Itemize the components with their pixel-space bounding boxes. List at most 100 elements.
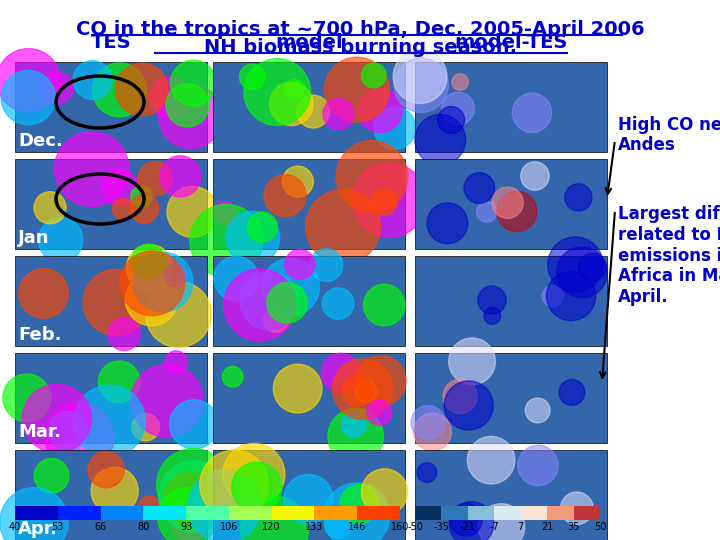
Circle shape [467,436,515,484]
Circle shape [342,376,372,407]
Circle shape [372,189,397,215]
Circle shape [88,451,124,488]
Circle shape [165,351,187,373]
Circle shape [546,272,595,321]
Bar [229,506,271,520]
Circle shape [444,381,493,430]
Circle shape [199,450,269,519]
Circle shape [557,247,608,298]
Bar [213,256,405,346]
Bar [357,506,400,520]
Bar [213,62,405,152]
Bar [521,506,547,520]
Circle shape [190,204,263,277]
Circle shape [438,106,464,133]
Text: model-TES: model-TES [454,33,567,52]
Text: High CO near the
Andes: High CO near the Andes [618,116,720,154]
Circle shape [188,470,261,540]
Bar [271,506,315,520]
Text: 146: 146 [348,522,366,532]
Circle shape [548,237,603,292]
Circle shape [0,49,60,112]
Circle shape [443,379,477,414]
Circle shape [560,492,593,525]
Circle shape [328,409,384,464]
Circle shape [564,184,592,211]
Circle shape [497,191,537,232]
Circle shape [164,264,187,287]
Text: 40: 40 [9,522,21,532]
Circle shape [19,268,68,318]
Circle shape [449,502,494,540]
Text: -50: -50 [407,522,423,532]
Circle shape [169,400,219,449]
Circle shape [333,359,393,419]
Text: -21: -21 [460,522,476,532]
Circle shape [213,202,235,224]
Bar [415,353,607,443]
Circle shape [297,95,330,128]
Circle shape [427,203,468,244]
Circle shape [91,467,138,515]
Text: 35: 35 [567,522,580,532]
Text: 21: 21 [541,522,554,532]
Bar [101,506,143,520]
Circle shape [542,286,563,307]
Text: 66: 66 [94,522,107,532]
Text: -7: -7 [490,522,499,532]
Circle shape [138,161,173,196]
Circle shape [464,173,495,204]
Circle shape [415,114,466,165]
Circle shape [325,57,390,122]
Circle shape [264,307,289,332]
Bar [441,506,468,520]
Bar [415,159,607,249]
Circle shape [518,446,558,485]
Circle shape [167,186,218,237]
Circle shape [240,272,298,330]
Circle shape [441,92,474,125]
Text: TES: TES [91,33,131,52]
Circle shape [240,496,308,540]
Circle shape [130,364,203,437]
Text: -35: -35 [433,522,449,532]
Circle shape [247,212,277,242]
Bar [15,62,207,152]
Circle shape [478,504,525,540]
Text: Dec.: Dec. [18,132,63,150]
Bar [15,159,207,249]
Circle shape [282,166,313,197]
Bar [15,506,58,520]
Circle shape [323,98,354,130]
Bar [415,506,441,520]
Circle shape [374,107,416,149]
Circle shape [164,472,215,524]
Circle shape [324,483,390,540]
Circle shape [413,413,451,451]
Circle shape [264,175,306,217]
Circle shape [133,252,193,312]
Bar [415,450,607,540]
Circle shape [0,488,68,540]
Circle shape [477,201,497,222]
Bar [186,506,229,520]
Text: 93: 93 [180,522,192,532]
Text: 106: 106 [220,522,238,532]
Circle shape [452,74,468,90]
Circle shape [222,367,243,387]
Circle shape [310,248,343,281]
Circle shape [130,186,152,207]
Circle shape [323,288,354,319]
Bar [15,256,207,346]
Circle shape [336,140,408,212]
Circle shape [108,318,140,350]
Bar [15,353,207,443]
Circle shape [158,461,230,532]
Circle shape [306,190,380,264]
Circle shape [559,380,585,406]
Circle shape [394,58,449,112]
Circle shape [226,211,279,265]
Text: 7: 7 [518,522,524,532]
Circle shape [284,475,333,524]
Circle shape [83,269,149,335]
